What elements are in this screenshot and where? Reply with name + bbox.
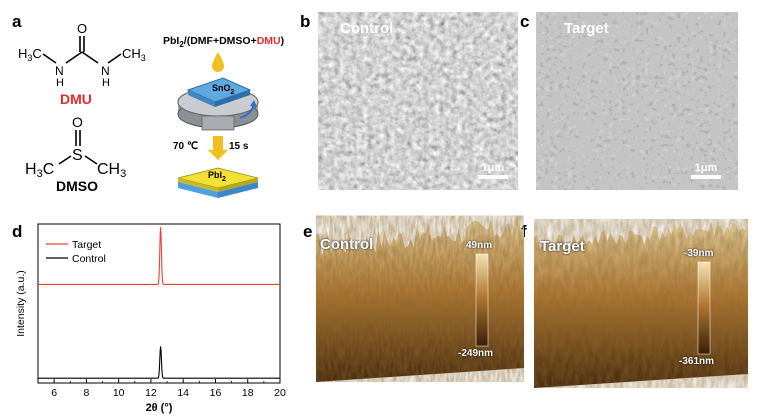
dmso-structure: O S H3C CH3: [25, 114, 126, 177]
afm-max-target: -39nm: [684, 248, 714, 259]
scale-bar-control-line: [478, 175, 508, 179]
dmso-name: DMSO: [56, 178, 98, 194]
sem-label-target: Target: [564, 20, 609, 37]
y-axis-label: Intensity (a.u.): [15, 270, 27, 337]
svg-text:CH3: CH3: [122, 46, 146, 63]
precursor-end: ): [280, 35, 285, 47]
panel-letter-e: e: [303, 222, 313, 241]
sem-texture-target: [536, 12, 738, 190]
svg-text:N: N: [101, 64, 110, 78]
series-line-control: [38, 346, 280, 379]
legend-label-target: Target: [72, 239, 101, 251]
scale-bar-target: 1μm: [691, 162, 721, 179]
afm-max-control: 49nm: [466, 240, 493, 251]
color-scale-bar-control: [475, 253, 489, 347]
precursor-formula: PbI2/(DMF+DMSO+DMU): [163, 35, 284, 49]
x-tick-label: 20: [274, 387, 286, 399]
svg-text:S: S: [72, 147, 83, 164]
afm-min-control: -249nm: [458, 348, 494, 359]
afm-min-target: -361nm: [679, 356, 715, 367]
precursor-red: DMU: [256, 35, 281, 47]
x-tick-label: 8: [83, 387, 89, 399]
afm-image-control: Control 49nm -249nm: [316, 210, 524, 382]
substrate-text: SnO: [212, 83, 231, 93]
sem-texture-control: [318, 12, 518, 190]
sem-image-control: Control 1μm: [318, 12, 518, 190]
svg-text:O: O: [77, 21, 87, 36]
x-tick-label: 6: [51, 387, 57, 399]
plot-frame: [37, 223, 281, 384]
x-axis-label: 2θ (°): [146, 402, 173, 414]
film-label: PbI2: [208, 170, 226, 183]
legend-label-control: Control: [72, 253, 106, 265]
afm-label-control: Control: [320, 236, 374, 253]
dmu-name: DMU: [60, 91, 92, 107]
afm-image-target: Target -39nm -361nm: [534, 210, 748, 388]
down-arrow-icon: [208, 136, 228, 160]
x-tick-label: 12: [145, 387, 157, 399]
substrate-sub: 2: [230, 88, 235, 96]
precursor-prefix: PbI: [163, 35, 180, 47]
svg-text:N: N: [55, 64, 64, 78]
panel-letter-d: d: [12, 222, 23, 241]
svg-text:CH3: CH3: [97, 161, 126, 177]
afm-label-target: Target: [540, 238, 585, 255]
color-scale-bar-target: [697, 261, 711, 355]
drop-icon: [212, 52, 224, 72]
sem-label-control: Control: [340, 20, 394, 37]
svg-text:H3C: H3C: [25, 161, 54, 177]
substrate-label: SnO2: [212, 83, 234, 96]
x-tick-label: 14: [177, 387, 189, 399]
xrd-chart: 6 8 10 12 14 16 18 20 2θ (°) Intensity (a.u.) Targ…: [15, 223, 286, 414]
panel-letter-a: a: [12, 12, 22, 31]
svg-text:H3C: H3C: [18, 46, 42, 63]
x-tick-label: 16: [210, 387, 222, 399]
scale-bar-control-text: 1μm: [481, 162, 505, 174]
svg-text:H: H: [56, 77, 64, 88]
sem-image-target: Target 1μm: [536, 12, 738, 190]
anneal-temp: 70 ℃: [173, 141, 199, 152]
dmu-structure: O N H N H H3C CH3: [18, 21, 146, 88]
panel-letter-c: c: [520, 12, 530, 31]
scale-bar-control: 1μm: [478, 162, 508, 179]
svg-text:O: O: [72, 114, 83, 130]
panel-letter-b: b: [300, 12, 311, 31]
x-tick-label: 18: [242, 387, 254, 399]
x-tick-label: 10: [113, 387, 125, 399]
svg-text:H: H: [102, 77, 110, 88]
precursor-mid: /(DMF+DMSO+: [183, 35, 257, 47]
film-sub: 2: [222, 175, 226, 183]
scale-bar-target-line: [691, 175, 721, 179]
spin-coating-illustration: [177, 52, 259, 198]
afm-surface-control: [316, 215, 524, 382]
anneal-time: 15 s: [229, 141, 249, 152]
series-line-target: [38, 227, 280, 285]
film-text: PbI: [208, 170, 223, 180]
scale-bar-target-text: 1μm: [694, 162, 718, 174]
afm-surface-target: [534, 219, 748, 388]
precursor-sub: 2: [179, 40, 184, 50]
